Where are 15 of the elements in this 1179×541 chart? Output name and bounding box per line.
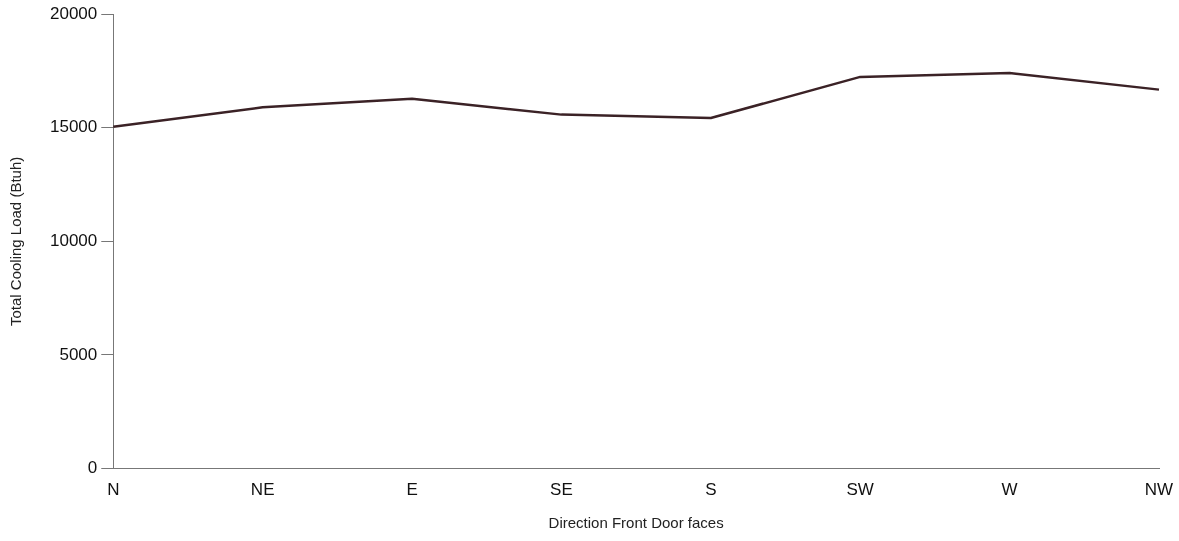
- y-axis-title: Total Cooling Load (Btuh): [7, 156, 25, 327]
- x-tick-label: NW: [1144, 480, 1174, 500]
- x-tick-label: S: [705, 480, 717, 500]
- x-tick-label: SW: [846, 480, 874, 500]
- x-tick-label: NE: [250, 480, 275, 500]
- x-tick-label: N: [107, 480, 120, 500]
- x-tick-label: E: [406, 480, 418, 500]
- x-tick-label: SE: [550, 480, 573, 500]
- y-tick-label: 10000: [49, 231, 98, 251]
- y-tick-label: 15000: [49, 117, 98, 137]
- y-tick-label: 0: [87, 458, 98, 478]
- y-tick-label: 20000: [49, 3, 98, 23]
- x-tick-label: W: [1001, 480, 1018, 500]
- y-tick-label: 5000: [59, 344, 98, 364]
- x-axis-title: Direction Front Door faces: [548, 514, 724, 532]
